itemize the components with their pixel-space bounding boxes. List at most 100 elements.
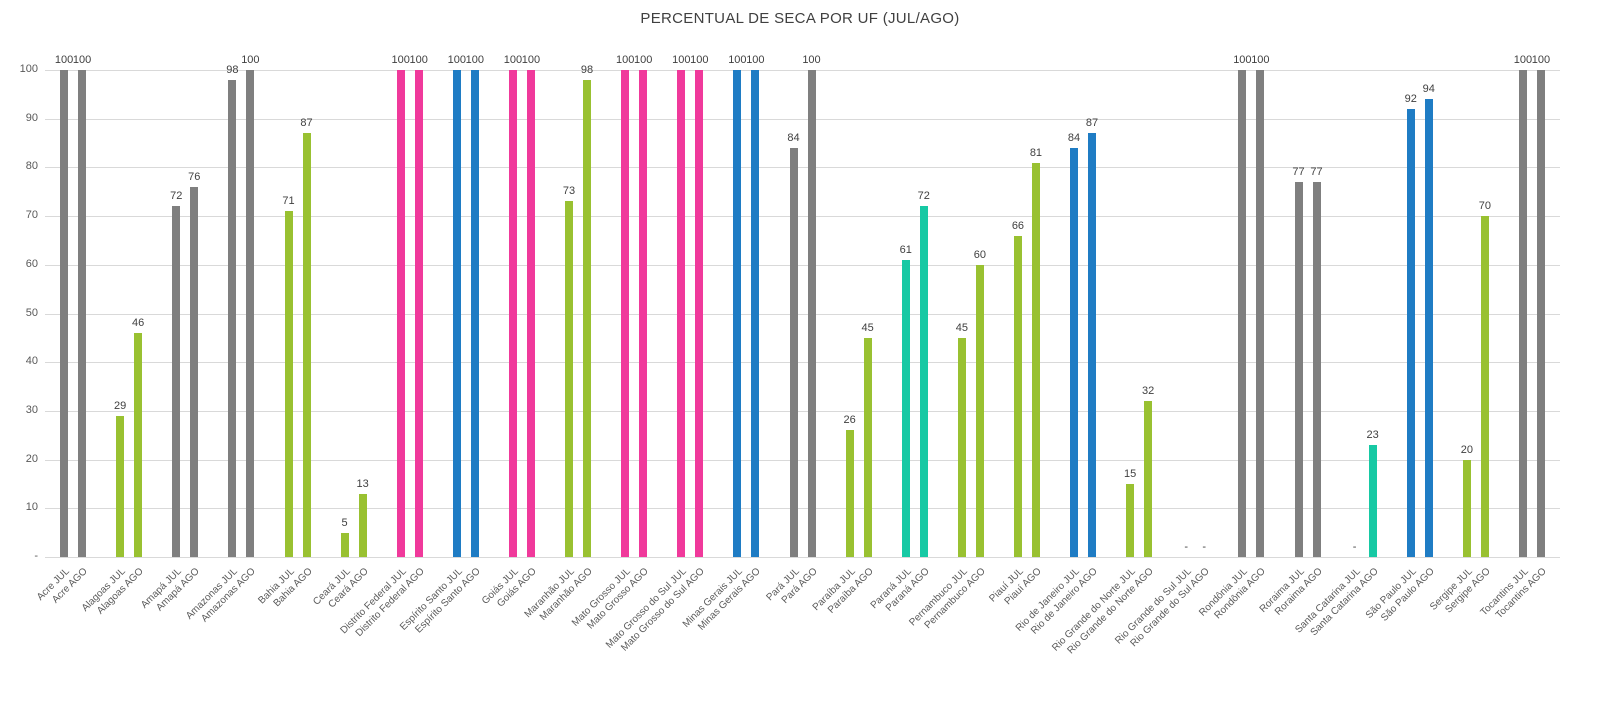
bar [1256,70,1265,557]
bar [1480,216,1489,557]
bar [1070,147,1079,557]
bar-value-label: 100 [447,54,466,66]
y-axis-tick-label: 80 [25,160,38,173]
bar [284,211,293,557]
bar [1088,133,1097,557]
bar-value-label: 46 [132,316,145,329]
bar-value-label: 77 [1292,166,1305,178]
bar [508,70,517,557]
gridline [45,557,1560,558]
bar-value-label: 81 [1029,146,1043,159]
bar-value-label: 29 [114,399,127,412]
bar [414,70,423,557]
bar-value-label: 100 [1233,54,1252,66]
bar [1031,162,1040,557]
gridline [45,362,1560,364]
bar-value-label: 100 [503,54,523,66]
bar [751,70,760,557]
bar [845,430,854,557]
bar [134,332,143,557]
gridline [45,264,1560,266]
bar [1462,459,1471,557]
bar-value-label: 84 [787,131,800,144]
bar [526,70,535,557]
bar-value-label: 100 [1513,54,1533,66]
bar-value-label: 100 [672,54,691,66]
y-axis-tick-label: 20 [25,452,38,465]
y-axis-tick-label: 30 [25,403,38,416]
bar [789,147,798,557]
bar-value-label: 5 [341,516,348,529]
bar [116,415,125,557]
bar [190,186,199,557]
y-axis-tick-label: - [34,550,38,562]
y-axis-tick-label: 70 [25,209,38,222]
bar [957,337,966,557]
bar-value-label: 84 [1067,131,1081,144]
gridline [45,216,1560,218]
bar [1406,108,1415,557]
bar [1424,99,1433,557]
bar [583,79,592,557]
bar-value-label: 100 [521,54,541,66]
bar [975,264,984,557]
bar [228,79,237,557]
bar [639,70,648,557]
bar-value-label: 100 [241,54,260,66]
y-axis-tick-label: 90 [25,111,38,124]
bar-value-label: 100 [690,54,709,66]
bar-value-label: 15 [1124,467,1137,480]
bar [565,201,574,557]
bar [677,70,686,557]
bar [863,337,872,557]
bar [60,70,69,557]
x-axis-label: Tocantins AGO [1493,566,1549,621]
bar [78,70,87,557]
bar-value-label: 60 [973,248,986,261]
gridline [45,508,1560,510]
bar-value-label: 100 [391,54,410,66]
y-axis-tick-label: 50 [25,306,38,319]
bar-value-label: 77 [1310,166,1323,178]
bar-value-label: 100 [728,54,747,66]
bar-value-label: 100 [465,54,484,66]
bar-value-label: 73 [562,185,576,198]
y-axis-tick-label: 100 [19,63,38,75]
bar [1294,182,1303,557]
bar-value-label: 45 [861,321,874,334]
bar-value-label: 92 [1404,92,1417,105]
bar-value-label: 87 [300,117,313,130]
bar [452,70,461,557]
bar-value-label: 13 [356,477,369,490]
bar-value-label: 100 [72,54,92,66]
bar [1518,70,1527,557]
bar-value-label: 72 [170,190,183,203]
bar-value-label: 66 [1011,219,1025,232]
bar [1144,401,1153,557]
bar-value-label: 100 [615,54,635,66]
bar [302,133,311,557]
bar [1368,444,1377,557]
bar [621,70,630,557]
bar-value-label: 76 [188,170,201,183]
bar-value-label: 98 [580,63,594,76]
bar-value-label: 100 [746,54,765,66]
bar [733,70,742,557]
bar-value-label: 71 [282,195,295,208]
bar-value-label: 100 [1531,54,1551,66]
chart-title: PERCENTUAL DE SECA POR UF (JUL/AGO) [640,10,960,27]
bar [358,493,367,557]
bar [470,70,479,557]
bar-value-label: 26 [843,414,856,427]
bar-value-label: 94 [1422,83,1435,96]
bar [396,70,405,557]
bar-value-label: - [1184,541,1189,553]
bar-value-label: 61 [899,243,912,256]
bar [1013,235,1022,557]
bar-value-label: 72 [917,190,930,203]
bar-value-label: 100 [409,54,428,66]
bar-value-label: 100 [54,54,74,66]
gridline [45,167,1560,169]
y-axis-tick-label: 60 [25,257,38,270]
y-axis-tick-label: 40 [25,355,38,368]
